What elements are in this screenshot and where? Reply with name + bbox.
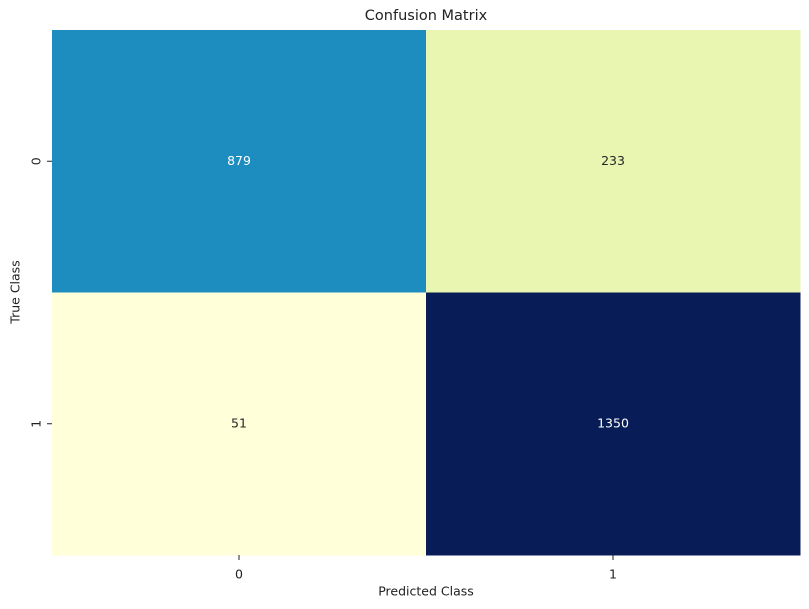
heatmap-cell — [52, 292, 427, 556]
heatmap-cell — [426, 292, 801, 556]
x-tick-label: 1 — [609, 567, 617, 582]
cell-label: 1350 — [597, 415, 629, 430]
heatmap-cell — [52, 30, 427, 293]
x-tick-label: 0 — [235, 567, 243, 582]
heatmap-cell — [426, 30, 801, 293]
cell-label: 51 — [231, 415, 247, 430]
x-axis-label: Predicted Class — [378, 584, 474, 599]
y-tick-label: 1 — [29, 420, 44, 428]
cell-label: 879 — [227, 153, 251, 168]
y-axis-label: True Class — [8, 260, 23, 324]
cell-label: 233 — [601, 153, 625, 168]
chart-title: Confusion Matrix — [365, 8, 488, 24]
y-tick-label: 0 — [29, 157, 44, 165]
